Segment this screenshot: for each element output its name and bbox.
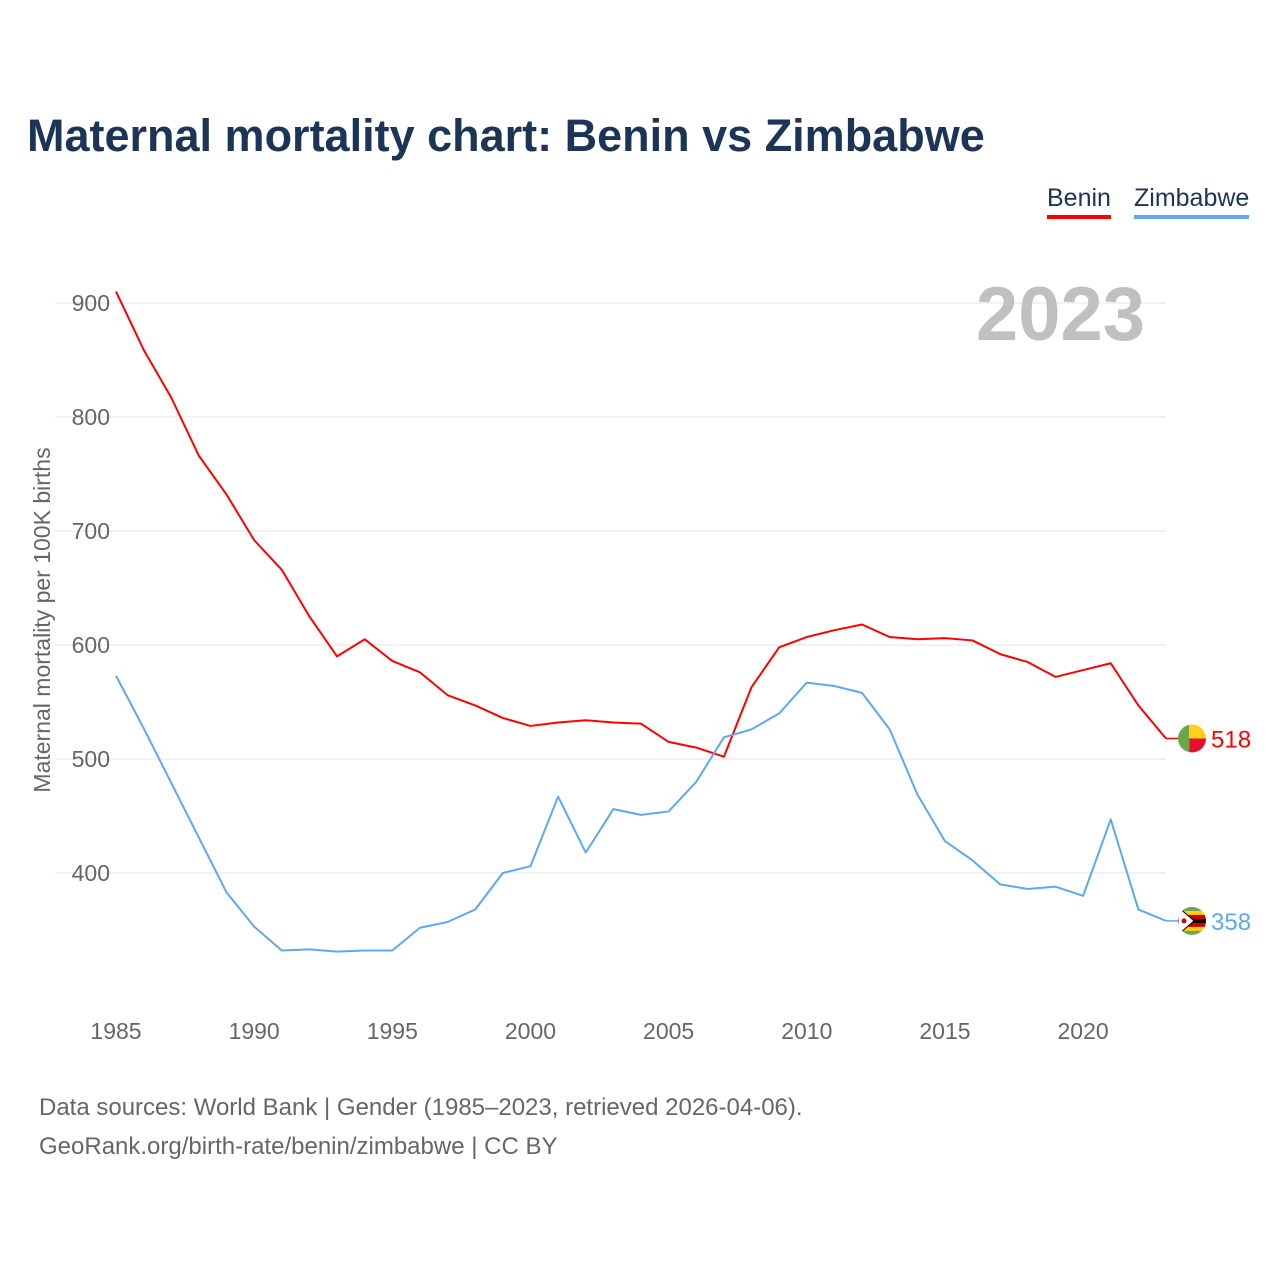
- y-axis-label: Maternal mortality per 100K births: [29, 447, 55, 792]
- series-line-zimbabwe: [115, 675, 1167, 953]
- x-tick-label: 2005: [643, 1018, 694, 1044]
- footer-sources: Data sources: World Bank | Gender (1985–…: [39, 1094, 803, 1121]
- y-tick-label: 400: [72, 860, 110, 886]
- x-tick-label: 1985: [90, 1018, 141, 1044]
- y-tick-label: 600: [72, 632, 110, 658]
- x-tick-label: 2015: [919, 1018, 970, 1044]
- footer-link[interactable]: GeoRank.org/birth-rate/benin/zimbabwe | …: [39, 1133, 558, 1160]
- y-tick-label: 800: [72, 404, 110, 430]
- series-line-benin: [115, 291, 1167, 758]
- x-tick-label: 2010: [781, 1018, 832, 1044]
- end-value-label-benin: 518: [1211, 726, 1251, 753]
- x-tick-label: 2000: [505, 1018, 556, 1044]
- y-tick-label: 700: [72, 518, 110, 544]
- x-tick-label: 1995: [367, 1018, 418, 1044]
- end-value-label-zimbabwe: 358: [1211, 909, 1251, 936]
- x-tick-label: 1990: [229, 1018, 280, 1044]
- footer: Data sources: World Bank | Gender (1985–…: [39, 1088, 803, 1166]
- y-tick-label: 500: [72, 746, 110, 772]
- x-tick-label: 2020: [1058, 1018, 1109, 1044]
- y-tick-label: 900: [72, 290, 110, 316]
- legend-benin[interactable]: Benin: [1047, 184, 1111, 219]
- zimbabwe-flag-icon: [1178, 906, 1206, 935]
- chart-title: Maternal mortality chart: Benin vs Zimba…: [27, 110, 985, 161]
- legend-zimbabwe[interactable]: Zimbabwe: [1134, 184, 1250, 219]
- year-label: 2023: [976, 272, 1145, 357]
